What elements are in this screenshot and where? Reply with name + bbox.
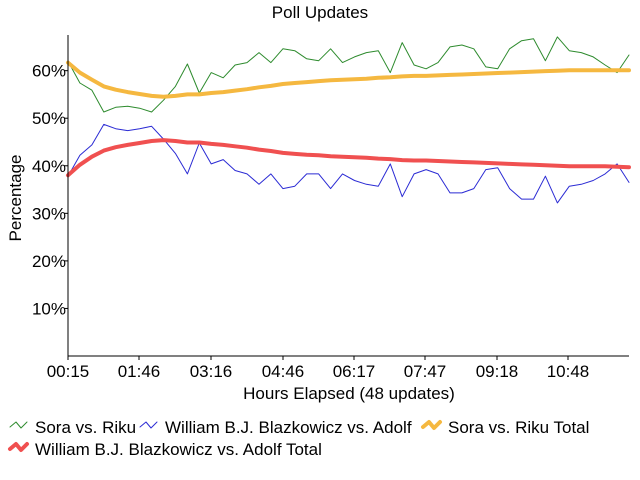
y-tick-label: 10% xyxy=(32,299,66,318)
x-axis-label: Hours Elapsed (48 updates) xyxy=(243,384,455,403)
legend-swatch xyxy=(139,421,158,429)
legend-item-1: Sora vs. Riku xyxy=(9,418,136,437)
legend-swatch xyxy=(8,442,29,452)
axes xyxy=(67,35,629,357)
x-tick-label: 10:48 xyxy=(547,362,590,381)
legend-swatch xyxy=(9,421,28,429)
y-tick-label: 20% xyxy=(32,252,66,271)
x-tick-label: 00:15 xyxy=(47,362,90,381)
legend-label: Sora vs. Riku xyxy=(35,418,136,437)
y-tick-label: 30% xyxy=(32,204,66,223)
legend-label: William B.J. Blazkowicz vs. Adolf Total xyxy=(35,440,322,459)
x-tick-label: 01:46 xyxy=(118,362,161,381)
legend-label: William B.J. Blazkowicz vs. Adolf xyxy=(165,418,412,437)
y-tick-label: 50% xyxy=(32,109,66,128)
x-axis-ticks: 00:15 01:46 03:16 04:46 06:17 07:47 09:18 10:48 xyxy=(47,356,590,381)
legend-item-4: William B.J. Blazkowicz vs. Adolf Total xyxy=(8,440,322,459)
series-line-3 xyxy=(66,60,631,99)
x-tick-label: 04:46 xyxy=(262,362,305,381)
y-axis-label: Percentage xyxy=(6,155,25,242)
y-axis-ticks: 10% 20% 30% 40% 50% 60% xyxy=(32,62,68,318)
legend-swatch xyxy=(421,420,442,430)
y-tick-label: 40% xyxy=(32,157,66,176)
series-line-4 xyxy=(66,138,631,178)
x-tick-label: 07:47 xyxy=(404,362,447,381)
plot-area xyxy=(66,36,631,204)
series-line-2 xyxy=(67,123,630,204)
legend: Sora vs. Riku William B.J. Blazkowicz vs.… xyxy=(8,418,589,459)
legend-item-2: William B.J. Blazkowicz vs. Adolf xyxy=(139,418,412,437)
series-line-1 xyxy=(67,36,630,113)
x-tick-label: 06:17 xyxy=(333,362,376,381)
x-tick-label: 03:16 xyxy=(190,362,233,381)
y-tick-label: 60% xyxy=(32,62,66,81)
legend-label: Sora vs. Riku Total xyxy=(448,418,589,437)
x-tick-label: 09:18 xyxy=(476,362,519,381)
chart-title: Poll Updates xyxy=(272,3,368,22)
legend-item-3: Sora vs. Riku Total xyxy=(421,418,589,437)
